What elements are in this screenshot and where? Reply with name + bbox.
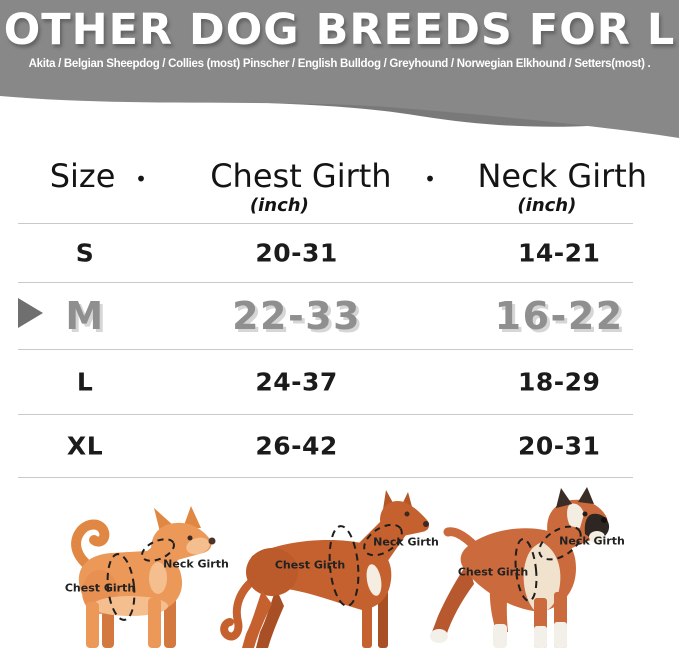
table-row-xl: XL 26-42 20-31 [18, 415, 633, 478]
column-header-neck-girth: Neck Girth [477, 157, 648, 195]
neck-girth-ellipse [538, 525, 582, 561]
neck-girth-label: Neck Girth [373, 535, 439, 549]
page-title: OTHER DOG BREEDS FOR L [3, 5, 676, 55]
dog-eye [404, 511, 410, 517]
dog-eye [582, 511, 588, 517]
dog-nose [208, 537, 216, 545]
separator-dot-icon: • [135, 167, 147, 191]
header-banner: OTHER DOG BREEDS FOR L Akita / Belgian S… [0, 0, 679, 150]
highlighted-row-arrow-icon [18, 298, 43, 328]
chest-girth-ellipse [328, 525, 360, 607]
size-table: Size • Chest Girth • Neck Girth (inch) (… [18, 145, 647, 478]
header-wave-graphic [0, 0, 679, 138]
dog-ear [556, 488, 572, 508]
column-header-chest-girth: Chest Girth [210, 157, 392, 195]
chest-girth-value: 22-33 [232, 294, 362, 338]
chest-girth-value: 20-31 [255, 238, 338, 268]
dog-tail [71, 519, 110, 577]
column-header-size: Size [49, 157, 116, 195]
neck-girth-ellipse [363, 523, 403, 557]
size-value: S [75, 238, 95, 268]
table-row-s: S 20-31 14-21 [18, 224, 633, 283]
dog-ear [578, 487, 594, 504]
dog-head [380, 500, 430, 538]
dog-tail [220, 574, 260, 641]
size-table-header: Size • Chest Girth • Neck Girth (inch) (… [18, 145, 647, 224]
size-value: L [76, 367, 94, 397]
small-dog-illustration [71, 506, 216, 648]
neck-girth-value: 20-31 [517, 431, 601, 461]
dog-nose [601, 517, 607, 523]
neck-girth-value: 16-22 [494, 294, 624, 338]
chest-girth-value: 24-37 [255, 367, 338, 397]
chest-girth-value: 26-42 [255, 431, 338, 461]
neck-girth-value: 14-21 [517, 238, 601, 268]
neck-girth-label: Neck Girth [163, 557, 229, 571]
table-row-l: L 24-37 18-29 [18, 350, 633, 415]
chest-girth-label: Chest Girth [64, 581, 136, 595]
neck-girth-unit: (inch) [517, 195, 577, 216]
measurement-diagram: Chest Girth Neck Girth Chest Girth Neck … [0, 480, 679, 655]
table-row-m-highlighted: M 22-33 16-22 [18, 283, 633, 350]
large-dog-illustration [430, 487, 610, 648]
dog-eye [187, 535, 193, 541]
breed-list-subtitle: Akita / Belgian Sheepdog / Collies (most… [28, 58, 651, 70]
dogs-illustration [71, 487, 610, 648]
medium-dog-illustration [220, 490, 430, 648]
separator-dot-icon: • [424, 167, 436, 191]
neck-girth-label: Neck Girth [559, 534, 625, 548]
chest-girth-label: Chest Girth [274, 558, 346, 572]
chest-girth-label: Chest Girth [457, 565, 529, 579]
chest-girth-ellipse [514, 538, 538, 602]
dog-nose [423, 521, 429, 527]
size-value: M [65, 294, 105, 338]
dog-ear [183, 506, 201, 528]
chest-girth-unit: (inch) [249, 195, 309, 216]
neck-girth-value: 18-29 [517, 367, 601, 397]
size-value: XL [66, 431, 104, 461]
